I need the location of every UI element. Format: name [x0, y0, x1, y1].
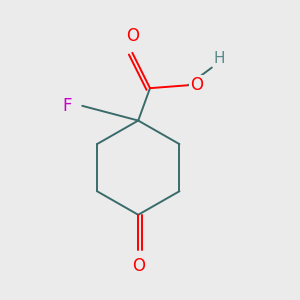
Text: O: O	[126, 28, 139, 46]
Text: F: F	[62, 97, 72, 115]
Text: H: H	[213, 51, 225, 66]
Text: O: O	[132, 257, 145, 275]
Text: O: O	[190, 76, 203, 94]
